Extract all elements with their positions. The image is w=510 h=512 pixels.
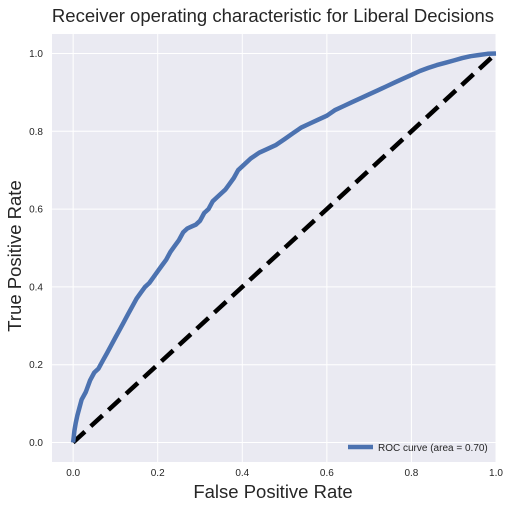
y-tick-label: 0.8 (29, 127, 43, 138)
series (70, 51, 498, 445)
chart-title: Receiver operating characteristic for Li… (52, 5, 494, 26)
tick-labels: 0.0 0.2 0.4 0.6 0.8 1.0 0.0 0.2 0.4 0.6 0.8 1.0 (29, 49, 503, 479)
y-tick-label: 0.0 (29, 438, 43, 449)
x-tick-label: 0.8 (404, 468, 418, 479)
grid (52, 34, 497, 462)
x-tick-label: 0.6 (320, 468, 334, 479)
legend-label-roc: ROC curve (area = 0.70) (378, 443, 488, 454)
x-tick-label: 0.4 (235, 468, 249, 479)
y-tick-label: 0.6 (29, 205, 43, 216)
legend: ROC curve (area = 0.70) (348, 443, 488, 454)
plot-area (52, 34, 496, 462)
x-axis-label: False Positive Rate (193, 481, 352, 502)
y-tick-label: 1.0 (29, 49, 43, 60)
x-tick-label: 0.2 (151, 468, 165, 479)
y-axis-label: True Positive Rate (4, 180, 25, 332)
y-tick-label: 0.4 (29, 282, 43, 293)
roc-curve-line (70, 51, 497, 443)
y-tick-label: 0.2 (29, 360, 43, 371)
x-tick-label: 0.0 (66, 468, 80, 479)
x-tick-label: 1.0 (489, 468, 503, 479)
